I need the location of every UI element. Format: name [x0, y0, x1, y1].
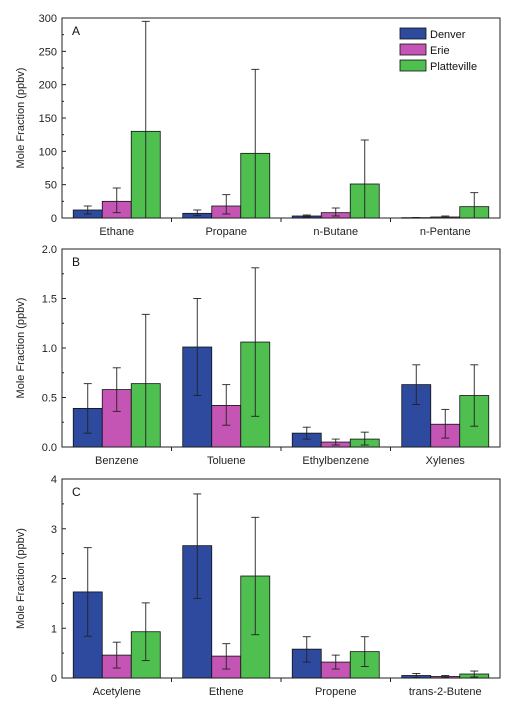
panel-letter: B	[72, 255, 80, 269]
y-tick-label: 300	[39, 13, 57, 25]
panel-b: 0.0 0.5 1.0 1.5 2.0 Mole Fraction (ppbv) B Benz…	[15, 244, 501, 467]
panel-letter: C	[72, 485, 81, 499]
legend: Denver Erie Platteville	[399, 27, 477, 73]
y-tick-label: 4	[51, 474, 57, 486]
x-category-label: Benzene	[95, 455, 138, 467]
x-category-label: Acetylene	[93, 686, 141, 698]
legend-label-erie: Erie	[430, 45, 450, 57]
y-axis-label: Mole Fraction (ppbv)	[15, 528, 27, 629]
y-tick-label: 2	[51, 574, 57, 586]
x-category-label: Xylenes	[426, 455, 466, 467]
y-tick-label: 0.0	[42, 442, 57, 454]
x-category-label: Propene	[315, 686, 357, 698]
y-tick-label: 0	[51, 213, 57, 225]
legend-swatch-erie	[399, 43, 427, 56]
y-tick-label: 1.5	[42, 294, 57, 306]
y-tick-label: 0	[51, 673, 57, 685]
x-category-label: Propane	[205, 226, 247, 238]
y-tick-label: 100	[39, 146, 57, 158]
legend-swatch-denver	[399, 27, 427, 40]
legend-label-denver: Denver	[430, 29, 466, 41]
plot-frame	[61, 478, 501, 679]
x-category-label: Ethylbenzene	[302, 455, 369, 467]
panel-letter: A	[72, 24, 80, 38]
y-tick-label: 150	[39, 113, 57, 125]
x-category-label: n-Pentane	[420, 226, 471, 238]
x-category-label: Ethane	[99, 226, 134, 238]
x-category-label: n-Butane	[313, 226, 358, 238]
x-category-label: Toluene	[207, 455, 246, 467]
x-category-label: trans-2-Butene	[409, 686, 482, 698]
y-axis-label: Mole Fraction (ppbv)	[15, 68, 27, 169]
y-tick-label: 1	[51, 623, 57, 635]
y-tick-label: 3	[51, 524, 57, 536]
y-axis-label: Mole Fraction (ppbv)	[15, 298, 27, 399]
legend-label-platteville: Platteville	[430, 61, 477, 73]
panel-a: 0 50 100 150 200 250 300 Mole Fraction (ppbv) A E…	[15, 13, 501, 238]
panel-c: 0 1 2 3 4 Mole Fraction (ppbv) C Acetylene Ethen…	[15, 474, 501, 698]
y-tick-label: 200	[39, 80, 57, 92]
x-category-label: Ethene	[209, 686, 244, 698]
y-tick-label: 50	[45, 180, 57, 192]
y-tick-label: 2.0	[42, 244, 57, 256]
legend-swatch-platteville	[399, 59, 427, 72]
y-tick-label: 0.5	[42, 393, 57, 405]
y-tick-label: 250	[39, 46, 57, 58]
y-tick-label: 1.0	[42, 343, 57, 355]
